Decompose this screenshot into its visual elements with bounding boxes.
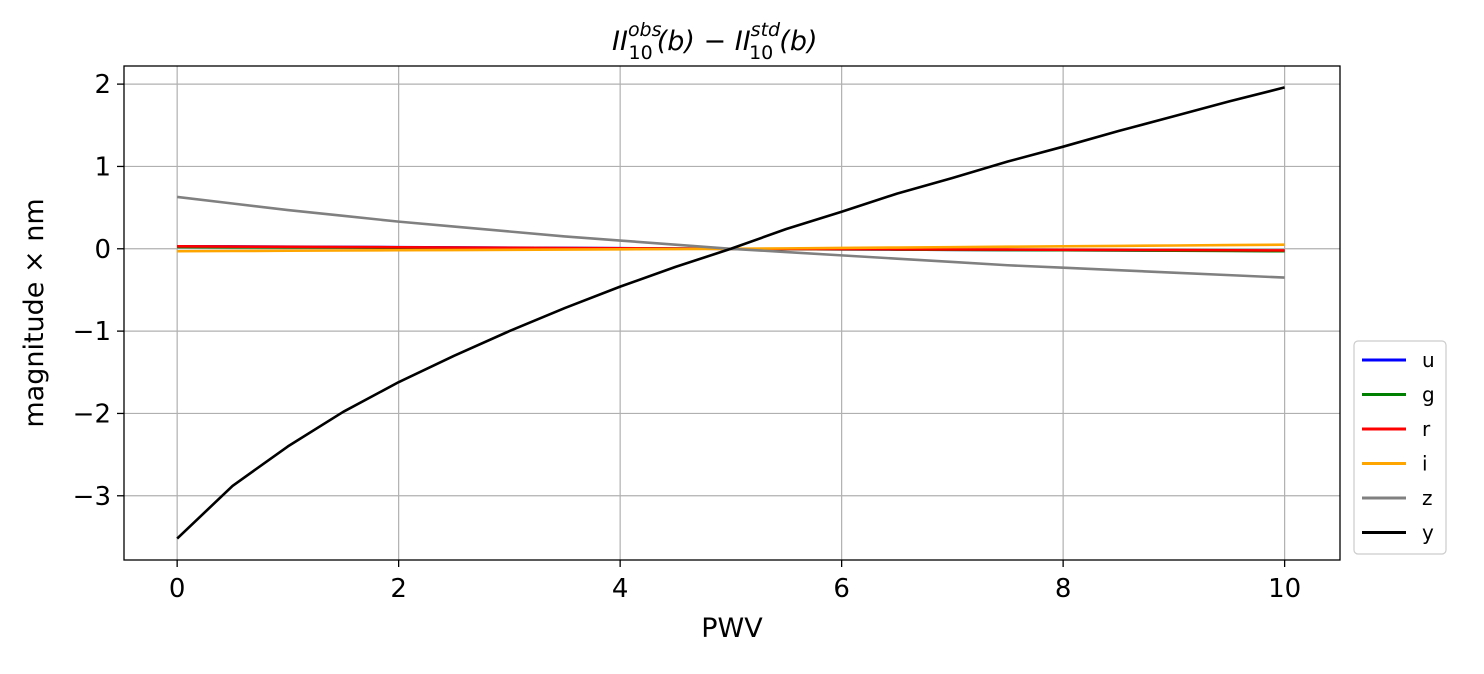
chart-title: IIobs 10 (b) − IIstd 10 (b) <box>612 19 818 64</box>
y-tick-label: 2 <box>94 70 111 100</box>
title-sup-2: std <box>751 19 781 41</box>
title-arg-2: (b) <box>779 26 817 57</box>
title-arg-1: (b) <box>657 26 695 57</box>
y-axis-label: magnitude × nm <box>19 198 50 427</box>
x-tick-label: 10 <box>1268 574 1301 604</box>
series-lines <box>176 86 1285 540</box>
title-base-1: II <box>612 26 628 57</box>
legend-label-r: r <box>1422 417 1431 441</box>
y-tick-label: −1 <box>73 317 111 347</box>
title-sub-1: 10 <box>629 42 653 64</box>
x-tick-label: 0 <box>169 574 186 604</box>
title-base-2: II <box>735 26 751 57</box>
y-tick-label: 1 <box>94 152 111 182</box>
x-tick-label: 4 <box>612 574 629 604</box>
legend-label-g: g <box>1422 383 1435 407</box>
title-sup-1: obs <box>628 19 662 41</box>
y-tick-label: −3 <box>73 482 111 512</box>
x-tick-label: 8 <box>1055 574 1072 604</box>
grid-lines <box>124 66 1340 560</box>
x-tick-label: 6 <box>833 574 850 604</box>
title-minus: − <box>695 26 735 57</box>
series-line-z <box>177 195 1285 279</box>
plot-frame <box>123 65 1341 561</box>
legend-label-y: y <box>1422 521 1434 545</box>
legend-label-u: u <box>1422 348 1435 372</box>
y-tick-label: 0 <box>94 235 111 265</box>
x-axis-label: PWV <box>701 613 763 644</box>
series-line-y <box>176 86 1285 540</box>
title-sub-2: 10 <box>749 42 773 64</box>
legend-label-z: z <box>1422 486 1433 510</box>
y-tick-label: −2 <box>73 399 111 429</box>
legend-label-i: i <box>1422 452 1428 476</box>
x-tick-label: 2 <box>390 574 407 604</box>
